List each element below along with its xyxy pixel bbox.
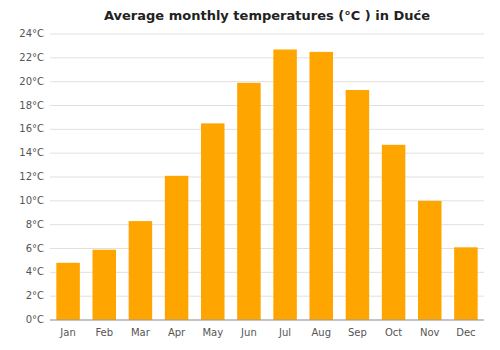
x-tick-label: Oct [385,327,402,338]
bar [237,83,261,320]
x-tick-label: Jun [240,327,257,338]
bar [309,52,333,320]
x-tick-label: Feb [95,327,113,338]
x-axis: Jan Feb Mar Apr May Jun Jul Aug Sep Oct Nov Dec [50,320,484,338]
y-tick-label: 14°C [19,147,44,158]
x-tick-label: Mar [131,327,151,338]
y-tick-label: 2°C [26,290,44,301]
grid-line [50,57,484,58]
x-axis-line [50,320,484,321]
chart: Average monthly temperatures (°C ) in Du… [0,0,500,350]
bar [201,123,225,320]
y-tick-label: 4°C [26,266,44,277]
x-tick-label: May [202,327,223,338]
chart-container: Average monthly temperatures (°C ) in Du… [0,0,500,350]
grid-line [50,34,484,35]
y-tick-label: 24°C [19,28,44,39]
bar [454,247,478,320]
y-tick-label: 20°C [19,76,44,87]
bar [382,145,406,320]
x-tick-label: Jan [59,327,75,338]
x-tick-label: Apr [168,327,186,338]
grid-line [50,177,484,178]
bar [165,176,189,320]
x-tick-label: Jul [278,327,291,338]
grid-line [50,81,484,82]
bar [273,49,297,320]
grid-line [50,105,484,106]
bar [92,250,116,320]
grid-line [50,129,484,130]
y-tick-label: 18°C [19,100,44,111]
y-tick-label: 10°C [19,195,44,206]
grid-line [50,153,484,154]
y-tick-label: 6°C [26,243,44,254]
y-tick-label: 8°C [26,219,44,230]
x-tick-label: Aug [311,327,331,338]
bar [418,201,442,320]
y-tick-label: 0°C [26,314,44,325]
grid-line [50,320,484,321]
title: Average monthly temperatures (°C ) in Du… [104,8,430,23]
bar [56,263,80,320]
y-tick-label: 16°C [19,123,44,134]
x-tick-label: Dec [456,327,475,338]
bars [56,49,477,320]
bar [346,90,370,320]
x-tick-label: Sep [348,327,367,338]
y-axis: 0°C 2°C 4°C 6°C 8°C 10°C 12°C 14°C 16°C 18°C 20°C 2… [19,28,44,325]
y-tick-label: 12°C [19,171,44,182]
grid [50,34,484,320]
y-tick-label: 22°C [19,52,44,63]
bar [129,221,153,320]
x-tick-label: Nov [420,327,440,338]
